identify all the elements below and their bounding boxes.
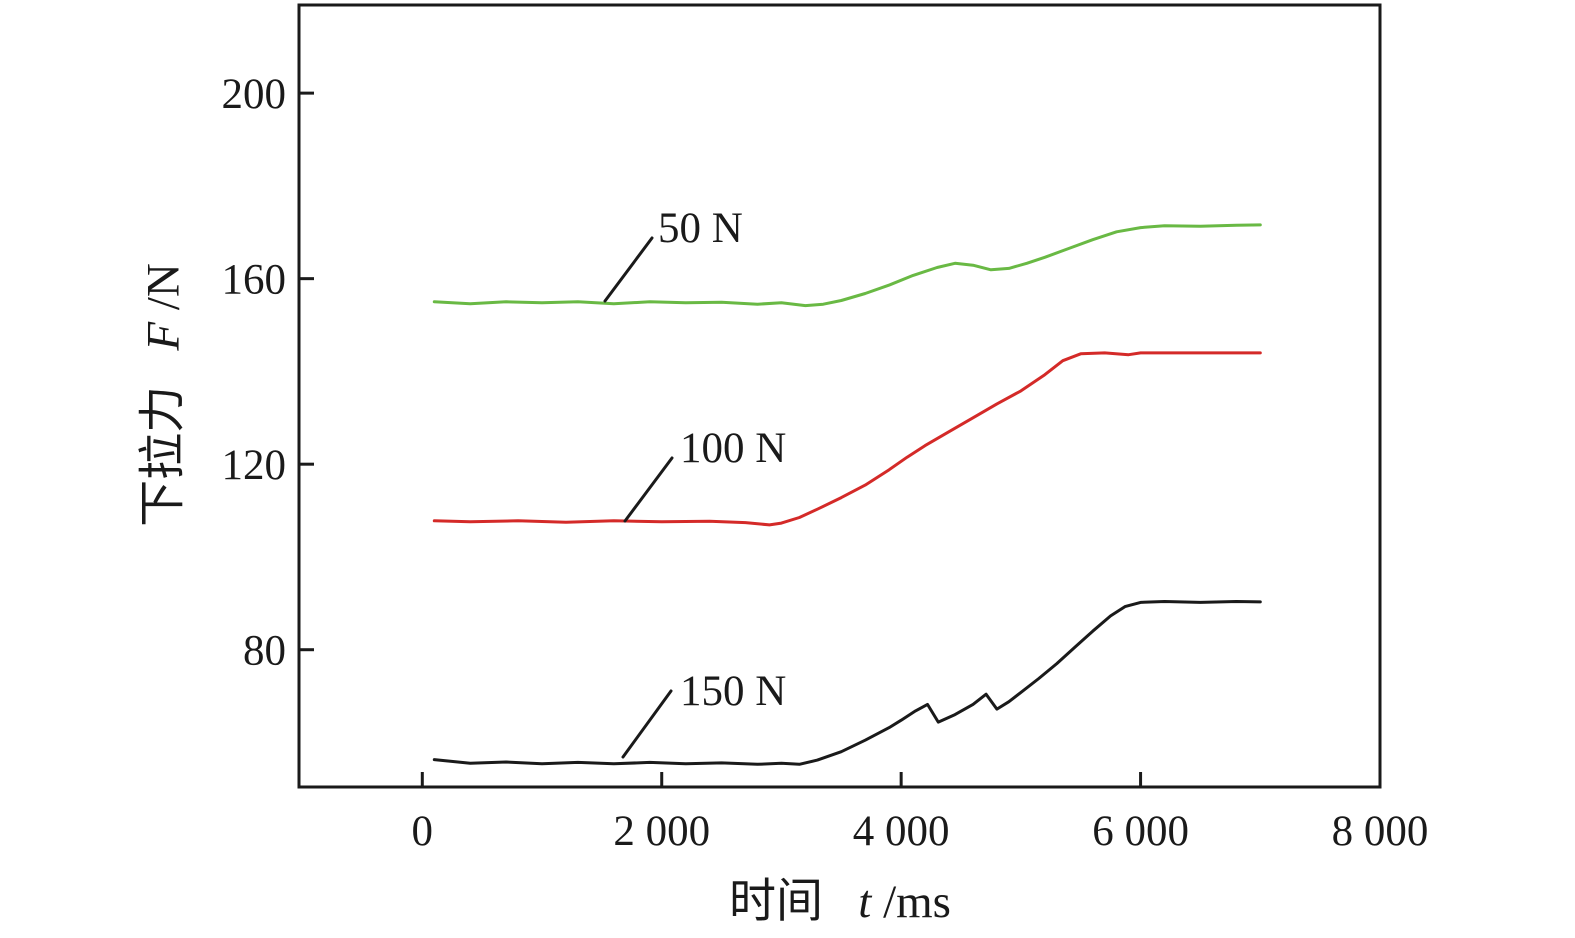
y-axis-title-unit: /N <box>137 263 190 311</box>
y-axis-title-cn: 下拉力 <box>137 385 190 527</box>
curve-label-50n: 50 N <box>658 205 743 252</box>
plot-border <box>297 3 1382 789</box>
curve-label-150n: 150 N <box>680 668 787 715</box>
x-tick-label: 8 000 <box>1332 808 1429 855</box>
y-tick-label: 160 <box>222 257 287 304</box>
curve-label-100n: 100 N <box>680 425 787 472</box>
series-line-100n <box>432 351 1262 527</box>
series-lines <box>432 223 1262 766</box>
y-tick-label: 80 <box>243 628 286 675</box>
x-tick-label: 4 000 <box>853 808 950 855</box>
y-axis-title-symbol: F <box>137 321 190 351</box>
x-tick-label: 0 <box>412 808 434 855</box>
axis-ticks <box>299 91 1143 787</box>
series-line-50n <box>432 223 1262 308</box>
axis-tick-labels: 0 2 000 4 000 6 000 8 000 80 120 160 200 <box>222 71 1429 855</box>
leader-line-100n <box>623 456 674 523</box>
y-axis-title: 下拉力 F /N <box>124 263 193 527</box>
series-line-150n <box>432 600 1262 766</box>
x-axis-title-cn: 时间 <box>729 876 824 928</box>
y-tick-label: 120 <box>222 442 287 489</box>
x-axis-title: 时间 t /ms <box>729 862 951 931</box>
leader-line-50n <box>603 236 654 303</box>
x-axis-title-unit: /ms <box>883 876 951 928</box>
x-axis-title-symbol: t <box>858 876 872 928</box>
leader-line-150n <box>621 689 673 759</box>
x-tick-label: 2 000 <box>613 808 710 855</box>
x-tick-label: 6 000 <box>1092 808 1189 855</box>
y-tick-label: 200 <box>222 71 287 118</box>
